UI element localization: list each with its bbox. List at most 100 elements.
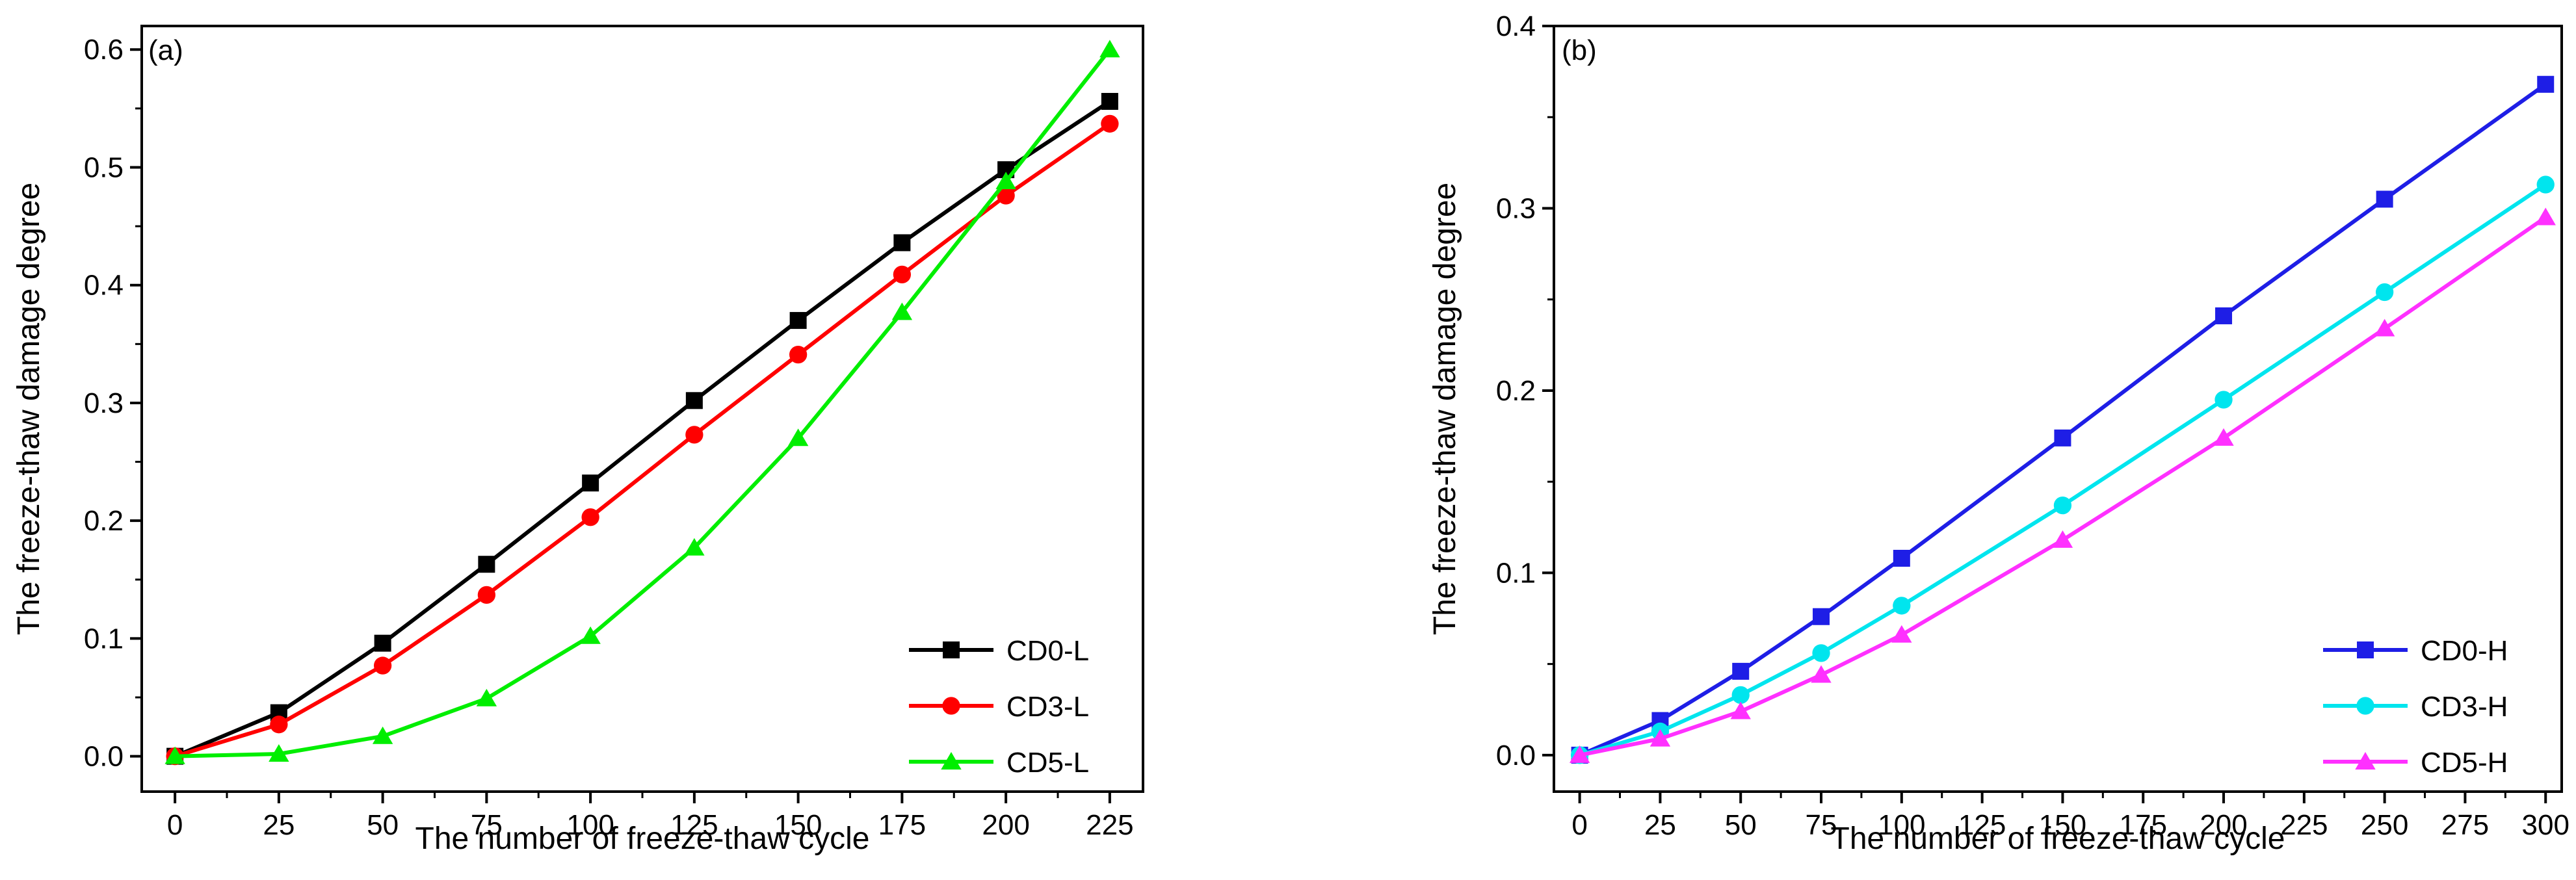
series-line	[1579, 83, 2547, 757]
x-tick-label: 300	[2522, 809, 2569, 841]
legend-marker	[2355, 752, 2376, 770]
data-point	[1891, 625, 1912, 643]
x-tick-label: 75	[1806, 809, 1837, 841]
legend-item: CD3-H	[2323, 691, 2508, 723]
data-point	[2054, 429, 2071, 446]
data-point	[582, 474, 599, 492]
x-tick-label: 275	[2441, 809, 2489, 841]
y-axis-title: The freeze-thaw damage degree	[1428, 183, 1462, 635]
data-point	[893, 234, 911, 252]
data-point	[2053, 497, 2072, 515]
y-tick-label: 0.2	[1496, 375, 1536, 407]
x-tick-label: 200	[2200, 809, 2247, 841]
data-point	[995, 172, 1016, 190]
data-point	[478, 556, 495, 573]
series-line	[175, 48, 1112, 758]
x-tick-label: 200	[982, 809, 1029, 841]
series-layer	[164, 40, 1120, 766]
data-point	[1649, 729, 1671, 747]
data-point	[1099, 40, 1120, 58]
y-tick-label: 0.3	[1496, 192, 1536, 224]
series-CD0-L	[166, 92, 1118, 765]
series-line	[174, 99, 1111, 758]
x-tick-label: 75	[471, 809, 503, 841]
data-point	[1893, 549, 1910, 567]
data-point	[2535, 207, 2556, 226]
data-point	[270, 716, 288, 734]
x-tick-label: 25	[263, 809, 295, 841]
data-point	[269, 744, 289, 762]
legend-label: CD0-H	[2421, 635, 2508, 667]
data-point	[2374, 318, 2395, 337]
series-line	[1579, 216, 2547, 757]
y-axis-ticks: 0.0 0.1 0.2 0.3 0.4	[1496, 10, 1554, 771]
data-point	[997, 187, 1015, 205]
data-point	[2376, 190, 2393, 208]
legend-item: CD0-L	[909, 635, 1089, 667]
data-point	[581, 508, 599, 526]
legend-item: CD3-L	[909, 691, 1089, 723]
data-point	[893, 265, 912, 284]
data-point	[1731, 686, 1750, 704]
y-tick-label: 0.2	[84, 505, 124, 537]
data-point	[1812, 644, 1830, 662]
data-point	[1893, 597, 1911, 615]
x-tick-label: 175	[2120, 809, 2167, 841]
data-point	[1813, 608, 1830, 625]
x-tick-label: 50	[1725, 809, 1757, 841]
y-tick-label: 0.1	[84, 623, 124, 654]
legend-marker	[941, 752, 962, 770]
y-tick-label: 0.3	[84, 387, 124, 419]
data-point	[477, 586, 496, 604]
data-point	[2536, 175, 2555, 194]
legend-label: CD0-L	[1006, 635, 1089, 667]
data-point	[891, 302, 913, 320]
y-tick-label: 0.1	[1496, 557, 1536, 589]
data-point	[1732, 662, 1750, 680]
legend-marker	[942, 697, 960, 715]
series-line	[174, 122, 1111, 758]
y-axis-title: The freeze-thaw damage degree	[12, 183, 46, 635]
legend-item: CD5-L	[909, 747, 1089, 779]
y-tick-label: 0.6	[84, 34, 124, 66]
x-tick-label: 0	[1571, 809, 1587, 841]
x-axis-ticks: 0 25 50 75 100 125 150 175 200 225	[167, 792, 1134, 841]
x-tick-label: 100	[566, 809, 614, 841]
legend: CD0-L CD3-L CD5-L	[909, 635, 1089, 779]
data-point	[789, 345, 808, 364]
y-tick-label: 0.0	[84, 741, 124, 773]
data-point	[164, 746, 185, 764]
data-point	[789, 312, 807, 330]
series-CD3-L	[166, 114, 1119, 766]
x-tick-label: 0	[167, 809, 183, 841]
data-point	[476, 688, 497, 706]
x-axis-title: The number of freeze-thaw cycle	[415, 822, 870, 856]
legend-marker	[2357, 641, 2374, 658]
legend-label: CD5-H	[2421, 747, 2508, 779]
legend-item: CD0-H	[2323, 635, 2508, 667]
series-CD5-L	[164, 40, 1120, 764]
series-line	[1579, 183, 2547, 757]
panel-label: (b)	[1562, 34, 1597, 66]
data-point	[685, 392, 703, 409]
data-point	[2213, 428, 2234, 446]
legend-label: CD3-H	[2421, 691, 2508, 723]
x-tick-label: 150	[774, 809, 822, 841]
series-CD5-H	[1569, 207, 2556, 763]
legend-item: CD5-H	[2323, 747, 2508, 779]
x-tick-label: 125	[1958, 809, 2006, 841]
data-point	[1811, 665, 1832, 683]
legend-marker	[2356, 697, 2374, 715]
data-point	[787, 428, 809, 446]
data-point	[684, 537, 705, 556]
data-point	[2052, 530, 2073, 548]
y-axis-ticks: 0.0 0.1 0.2 0.3 0.4 0.5 0.6	[84, 34, 142, 773]
data-point	[2537, 75, 2555, 93]
x-tick-label: 100	[1878, 809, 1925, 841]
data-point	[374, 634, 391, 652]
x-tick-label: 225	[1086, 809, 1133, 841]
legend-label: CD3-L	[1006, 691, 1089, 723]
data-point	[1730, 701, 1751, 719]
series-CD3-H	[1570, 175, 2555, 764]
x-tick-label: 225	[2280, 809, 2328, 841]
